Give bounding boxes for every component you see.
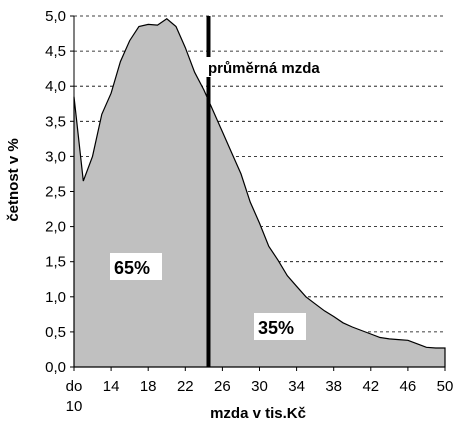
y-tick-label: 2,5 [45, 184, 66, 201]
x-tick-label: 18 [140, 378, 157, 395]
x-tick-label: 46 [400, 378, 417, 395]
x-tick-label: 42 [362, 378, 379, 395]
distribution-area [73, 18, 446, 368]
y-tick-label: 0,0 [45, 359, 66, 376]
y-tick-label: 3,5 [45, 113, 66, 130]
x-tick-label: 26 [214, 378, 231, 395]
y-tick-label: 5,0 [45, 8, 66, 25]
x-tick-label: 22 [177, 378, 194, 395]
y-tick-label: 1,0 [45, 289, 66, 306]
y-tick-label: 4,5 [45, 43, 66, 60]
y-tick-label: 4,0 [45, 78, 66, 95]
y-tick-label: 1,5 [45, 254, 66, 271]
average-wage-label: průměrná mzda [208, 60, 320, 77]
x-tick-label: 34 [288, 378, 305, 395]
x-tick-label: do [66, 378, 83, 395]
left-percent-bg [110, 253, 162, 280]
y-ticks: 0,0 0,5 1,0 1,5 2,0 2,5 3,0 3,5 4,0 4,5 5,0 [45, 8, 74, 376]
left-area-percent: 65% [114, 258, 150, 278]
average-label-bg [206, 57, 332, 77]
x-axis-title: mzda v tis.Kč [210, 405, 306, 422]
x-tick-label: 38 [325, 378, 342, 395]
x-tick-label: 50 [437, 378, 454, 395]
y-axis-title: četnost v % [5, 138, 22, 221]
x-tick-label: 14 [103, 378, 120, 395]
x-tick-label-line2: 10 [66, 398, 83, 415]
right-area-percent: 35% [258, 318, 294, 338]
y-tick-label: 3,0 [45, 148, 66, 165]
y-tick-label: 0,5 [45, 324, 66, 341]
y-tick-label: 2,0 [45, 219, 66, 236]
x-ticks: do 10 14 18 22 26 30 34 38 42 46 50 [66, 367, 454, 415]
right-percent-bg [254, 313, 306, 340]
x-tick-label: 30 [251, 378, 268, 395]
